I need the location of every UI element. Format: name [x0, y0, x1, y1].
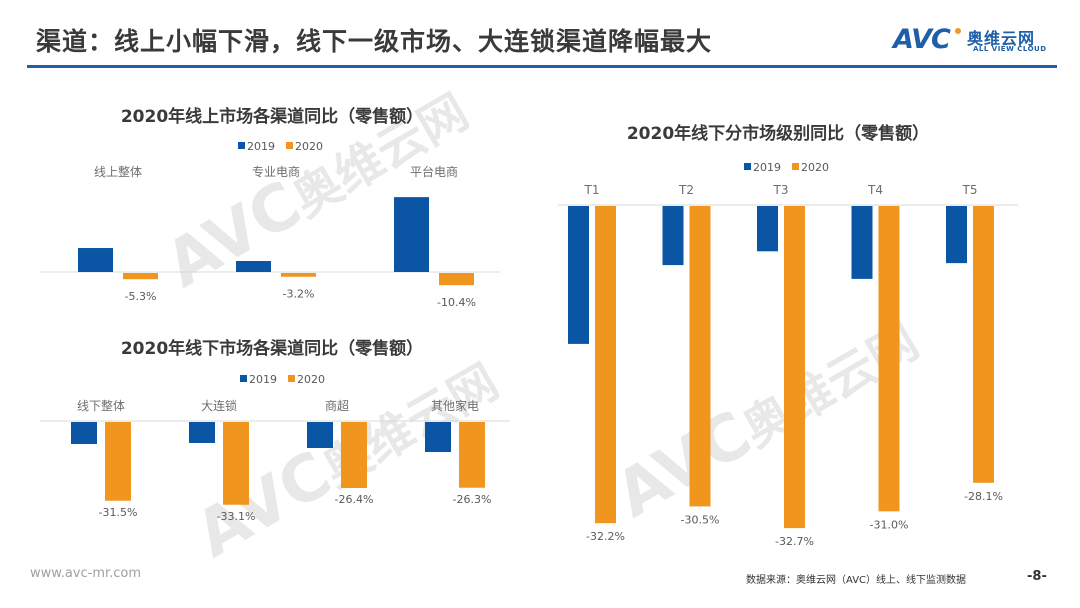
legend-swatch-2020 [288, 375, 295, 382]
bar-2019-T1 [568, 206, 589, 344]
category-label: T2 [678, 183, 694, 197]
bar-2019-大连锁 [189, 422, 215, 443]
bar-2020-其他家电 [459, 422, 485, 488]
website-url: www.avc-mr.com [30, 566, 142, 581]
data-label: -32.7% [775, 535, 814, 548]
data-label: -30.5% [681, 513, 720, 526]
category-label: 其他家电 [431, 398, 479, 413]
bar-2019-平台电商 [394, 197, 429, 272]
logo-dot-icon [955, 28, 961, 34]
legend-label-2019: 2019 [249, 373, 277, 386]
chart-title: 2020年线下市场各渠道同比（零售额） [121, 338, 423, 359]
bar-2019-T3 [757, 206, 778, 252]
category-label: T3 [773, 183, 789, 197]
legend-label-2020: 2020 [295, 140, 323, 153]
category-label: 商超 [325, 398, 349, 413]
data-label: -26.3% [453, 493, 492, 506]
category-label: T5 [962, 183, 978, 197]
chart-offline: 2020年线下市场各渠道同比（零售额） 2019 2020 线下整体 -31.5% 大连… [40, 338, 510, 523]
bar-2019-T5 [946, 206, 967, 264]
bar-2020-T5 [973, 206, 994, 483]
chart-online: 2020年线上市场各渠道同比（零售额） 2019 2020 线上整体 -5.3% 专业电… [40, 106, 500, 309]
bar-2020-商超 [341, 422, 367, 488]
legend-swatch-2020 [792, 163, 799, 170]
page-number: -8- [1027, 569, 1047, 584]
bar-2020-T4 [878, 206, 900, 512]
logo-mark: AVC [893, 24, 951, 55]
data-label: -28.1% [964, 490, 1003, 503]
data-label: -3.2% [283, 288, 315, 301]
data-label: -31.5% [99, 506, 138, 519]
category-label: T1 [584, 183, 600, 197]
chart-tiers: 2020年线下分市场级别同比（零售额） 2019 2020 T1 -32.2% T2 -3… [558, 123, 1018, 548]
data-source-note: 数据来源：奥维云网（AVC）线上、线下监测数据 [746, 575, 967, 586]
avc-logo: AVC 奥维云网 ALL VIEW CLOUD [893, 24, 1063, 60]
bar-2019-商超 [307, 422, 333, 448]
legend-label-2019: 2019 [247, 140, 275, 153]
chart-title: 2020年线上市场各渠道同比（零售额） [121, 106, 423, 127]
legend-swatch-2019 [744, 163, 751, 170]
category-label: 线上整体 [94, 164, 142, 179]
data-label: -5.3% [125, 290, 157, 303]
category-label: 大连锁 [201, 398, 237, 413]
bar-2020-专业电商 [281, 273, 316, 277]
legend-label-2020: 2020 [801, 161, 829, 174]
bar-2019-线上整体 [78, 248, 113, 272]
chart-title: 2020年线下分市场级别同比（零售额） [627, 123, 929, 144]
bar-2020-T1 [595, 206, 616, 524]
bar-2019-线下整体 [71, 422, 97, 444]
data-label: -26.4% [335, 493, 374, 506]
legend-swatch-2019 [238, 142, 245, 149]
data-label: -32.2% [586, 530, 625, 543]
category-label: 平台电商 [410, 164, 458, 179]
bar-2020-线上整体 [123, 273, 158, 280]
legend-swatch-2020 [286, 142, 293, 149]
logo-name-cn: 奥维云网 [967, 29, 1036, 48]
bar-2020-T2 [689, 206, 711, 507]
data-label: -10.4% [437, 296, 476, 309]
page-title: 渠道：线上小幅下滑，线下一级市场、大连锁渠道降幅最大 [36, 27, 713, 56]
bar-2019-其他家电 [425, 422, 451, 452]
logo-name-en: ALL VIEW CLOUD [973, 45, 1047, 53]
bar-2020-线下整体 [105, 422, 131, 501]
category-label: 线下整体 [77, 398, 125, 413]
category-label: T4 [867, 183, 883, 197]
header-divider [27, 65, 1057, 68]
legend-label-2020: 2020 [297, 373, 325, 386]
data-label: -31.0% [870, 518, 909, 531]
category-label: 专业电商 [252, 164, 300, 179]
bar-2019-T2 [662, 206, 684, 266]
legend-swatch-2019 [240, 375, 247, 382]
bar-2020-大连锁 [223, 422, 249, 505]
data-label: -33.1% [217, 510, 256, 523]
bar-2020-T3 [784, 206, 805, 529]
bar-2019-专业电商 [236, 261, 271, 272]
legend-label-2019: 2019 [753, 161, 781, 174]
bar-2019-T4 [851, 206, 873, 279]
bar-2020-平台电商 [439, 273, 474, 286]
